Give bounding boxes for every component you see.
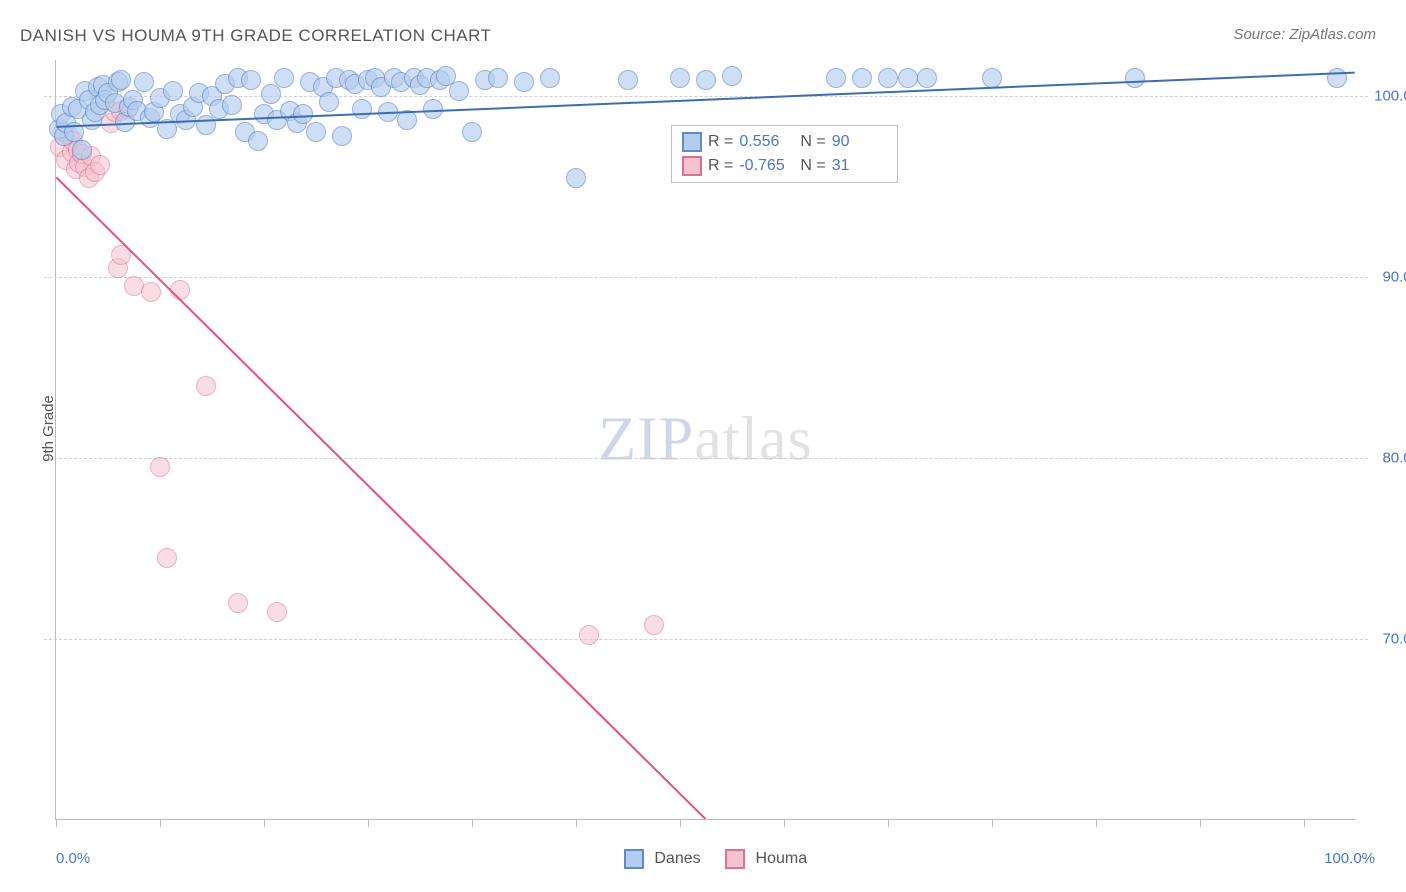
swatch-houma [682,156,702,176]
point-danes [852,68,872,88]
point-danes [134,72,154,92]
x-tick [888,819,889,827]
gridline [44,458,1368,459]
point-danes [293,104,313,124]
x-tick [992,819,993,827]
watermark-zip: ZIP [598,405,694,473]
point-danes [306,122,326,142]
x-tick [1096,819,1097,827]
point-danes [274,68,294,88]
x-tick [56,819,57,827]
y-tick-label: 80.0% [1365,450,1406,467]
legend-series: Danes Houma [56,849,1355,869]
point-danes [241,70,261,90]
point-houma [196,376,216,396]
point-danes [261,84,281,104]
point-danes [222,95,242,115]
x-tick [472,819,473,827]
watermark: ZIPatlas [598,404,813,475]
point-danes [722,66,742,86]
point-danes [540,68,560,88]
point-danes [196,115,216,135]
y-tick-label: 70.0% [1365,631,1406,648]
x-tick [368,819,369,827]
y-tick-label: 100.0% [1365,88,1406,105]
point-danes [670,68,690,88]
point-danes [462,122,482,142]
point-danes [319,92,339,112]
series-label-danes: Danes [654,850,700,867]
chart-source: Source: ZipAtlas.com [1233,26,1376,43]
x-tick [1200,819,1201,827]
r-value-danes: 0.556 [739,130,794,154]
point-danes [566,168,586,188]
swatch-danes [682,132,702,152]
n-value-houma: 31 [832,154,887,178]
legend-correlation: R = 0.556 N = 90 R = -0.765 N = 31 [671,125,898,183]
series-label-houma: Houma [756,850,808,867]
gridline [44,96,1368,97]
point-danes [696,70,716,90]
r-value-houma: -0.765 [739,154,794,178]
plot-area: ZIPatlas R = 0.556 N = 90 R = -0.765 N =… [55,60,1355,820]
point-danes [982,68,1002,88]
point-danes [332,126,352,146]
point-danes [917,68,937,88]
gridline [44,639,1368,640]
point-danes [352,99,372,119]
gridline [44,277,1368,278]
x-tick [576,819,577,827]
point-danes [64,122,84,142]
point-danes [898,68,918,88]
x-tick [160,819,161,827]
legend-row-danes: R = 0.556 N = 90 [682,130,887,154]
point-danes [423,99,443,119]
point-danes [111,70,131,90]
n-label: N = [800,154,825,178]
x-tick [264,819,265,827]
watermark-atlas: atlas [694,405,813,473]
point-danes [378,102,398,122]
point-danes [449,81,469,101]
n-value-danes: 90 [832,130,887,154]
r-label: R = [708,154,733,178]
point-danes [248,131,268,151]
y-tick-label: 90.0% [1365,269,1406,286]
x-tick-label-left: 0.0% [56,850,90,867]
point-danes [397,110,417,130]
point-houma [644,615,664,635]
x-tick [680,819,681,827]
point-houma [579,625,599,645]
x-tick-label-right: 100.0% [1324,850,1375,867]
chart-title: DANISH VS HOUMA 9TH GRADE CORRELATION CH… [20,26,491,46]
point-houma [150,457,170,477]
swatch-houma [725,849,745,869]
point-houma [267,602,287,622]
point-houma [157,548,177,568]
point-danes [72,140,92,160]
point-danes [163,81,183,101]
point-houma [90,155,110,175]
point-houma [111,245,131,265]
point-danes [826,68,846,88]
x-tick [784,819,785,827]
point-danes [618,70,638,90]
x-tick [1304,819,1305,827]
point-danes [488,68,508,88]
legend-row-houma: R = -0.765 N = 31 [682,154,887,178]
point-danes [514,72,534,92]
point-danes [1327,68,1347,88]
point-houma [141,282,161,302]
point-houma [228,593,248,613]
swatch-danes [624,849,644,869]
point-danes [1125,68,1145,88]
point-danes [878,68,898,88]
r-label: R = [708,130,733,154]
n-label: N = [800,130,825,154]
point-houma [170,280,190,300]
